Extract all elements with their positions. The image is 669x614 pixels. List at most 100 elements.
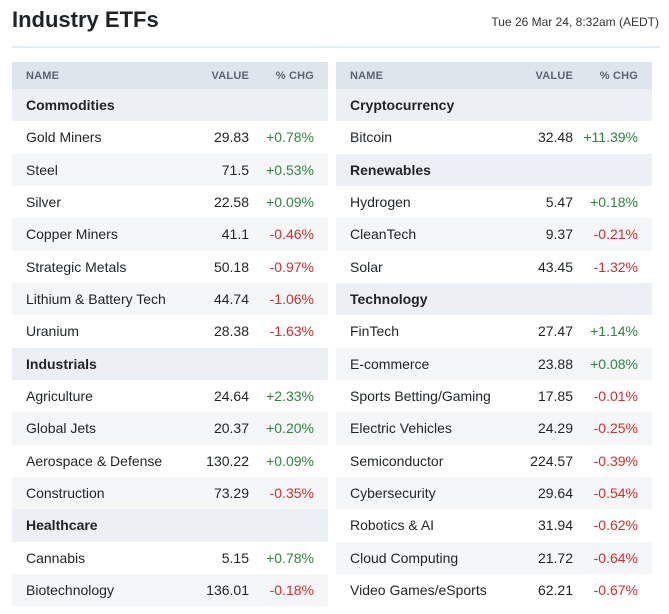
etf-value: 5.47 xyxy=(545,193,573,210)
etf-name[interactable]: Copper Miners xyxy=(26,226,118,243)
table-row[interactable]: Bitcoin 32.48 +11.39% xyxy=(336,121,652,153)
table-row[interactable]: Sports Betting/Gaming 17.85 -0.01% xyxy=(336,380,652,412)
table-row[interactable]: Gold Miners 29.83 +0.78% xyxy=(12,121,328,153)
category-row: Industrials xyxy=(12,347,328,380)
etf-name[interactable]: Strategic Metals xyxy=(26,258,127,275)
etf-value: 24.29 xyxy=(537,420,573,437)
table-row[interactable]: Agriculture 24.64 +2.33% xyxy=(12,380,328,412)
table-row[interactable]: Cannabis 5.15 +0.78% xyxy=(12,542,328,574)
etf-change: +0.09% xyxy=(266,452,314,469)
etf-name[interactable]: CleanTech xyxy=(350,226,417,243)
table-header: NAME VALUE % CHG xyxy=(336,62,652,89)
etf-value: 21.72 xyxy=(537,549,573,566)
etf-change: -0.46% xyxy=(269,226,314,243)
etf-name[interactable]: Cybersecurity xyxy=(350,484,436,501)
etf-name[interactable]: Uranium xyxy=(26,323,79,340)
etf-change: +0.78% xyxy=(266,129,314,146)
page-header: Industry ETFs Tue 26 Mar 24, 8:32am (AED… xyxy=(12,6,660,48)
category-label: Commodities xyxy=(26,97,115,113)
etf-value: 50.18 xyxy=(213,258,249,275)
table-row[interactable]: Biotechnology 136.01 -0.18% xyxy=(12,573,328,607)
etf-value: 29.64 xyxy=(537,484,573,501)
table-header: NAME VALUE % CHG xyxy=(12,62,328,89)
table-row[interactable]: Cloud Computing 21.72 -0.64% xyxy=(336,541,652,574)
etf-change: -0.25% xyxy=(593,420,638,437)
etf-name[interactable]: FinTech xyxy=(350,323,400,340)
etf-name[interactable]: Biotechnology xyxy=(26,581,114,598)
etf-name[interactable]: Silver xyxy=(26,193,62,210)
etf-change: -1.32% xyxy=(593,258,638,275)
etf-name[interactable]: Steel xyxy=(26,161,58,178)
etf-name[interactable]: Robotics & AI xyxy=(350,517,435,534)
etf-name[interactable]: Gold Miners xyxy=(26,129,102,146)
etf-value: 23.88 xyxy=(537,355,573,372)
etf-change: -1.06% xyxy=(269,290,314,307)
column-header-value[interactable]: VALUE xyxy=(535,70,573,82)
etf-change: +0.18% xyxy=(590,193,638,210)
etf-change: -0.35% xyxy=(269,484,314,501)
column-header-chg[interactable]: % CHG xyxy=(599,70,638,82)
column-header-chg[interactable]: % CHG xyxy=(275,70,314,82)
etf-value: 17.85 xyxy=(537,387,573,404)
table-row[interactable]: E-commerce 23.88 +0.08% xyxy=(336,347,652,380)
etf-name[interactable]: Cloud Computing xyxy=(350,549,459,566)
table-row[interactable]: Solar 43.45 -1.32% xyxy=(336,251,652,283)
etf-name[interactable]: Bitcoin xyxy=(350,129,393,146)
column-header-value[interactable]: VALUE xyxy=(211,70,249,82)
etf-name[interactable]: Sports Betting/Gaming xyxy=(350,387,491,404)
etf-name[interactable]: Semiconductor xyxy=(350,452,444,469)
etf-name[interactable]: Agriculture xyxy=(26,387,93,404)
etf-change: +0.09% xyxy=(266,193,314,210)
etf-change: -0.39% xyxy=(593,452,638,469)
table-body: Cryptocurrency Bitcoin 32.48 +11.39% Renewab… xyxy=(336,89,652,606)
page-title: Industry ETFs xyxy=(12,7,159,32)
etf-value: 29.83 xyxy=(213,129,249,146)
etf-name[interactable]: Solar xyxy=(350,258,383,275)
category-row: Renewables xyxy=(336,153,652,186)
table-row[interactable]: Construction 73.29 -0.35% xyxy=(12,476,328,510)
etf-name[interactable]: E-commerce xyxy=(350,355,430,372)
etf-name[interactable]: Cannabis xyxy=(26,549,86,566)
category-label: Renewables xyxy=(350,161,431,178)
table-row[interactable]: Robotics & AI 31.94 -0.62% xyxy=(336,509,652,541)
etf-value: 73.29 xyxy=(213,484,249,501)
category-row: Commodities xyxy=(12,89,328,122)
etf-value: 62.21 xyxy=(537,581,573,598)
etf-change: +11.39% xyxy=(583,129,638,146)
etf-name[interactable]: Hydrogen xyxy=(350,193,411,210)
etf-name[interactable]: Construction xyxy=(26,484,105,501)
table-row[interactable]: Hydrogen 5.47 +0.18% xyxy=(336,186,652,218)
table-row[interactable]: Lithium & Battery Tech 44.74 -1.06% xyxy=(12,282,328,316)
table-row[interactable]: Steel 71.5 +0.53% xyxy=(12,153,328,186)
etf-change: +0.20% xyxy=(266,420,314,437)
table-row[interactable]: Cybersecurity 29.64 -0.54% xyxy=(336,476,652,510)
table-row[interactable]: Electric Vehicles 24.29 -0.25% xyxy=(336,412,652,445)
table-row[interactable]: Aerospace & Defense 130.22 +0.09% xyxy=(12,445,328,477)
etf-name[interactable]: Video Games/eSports xyxy=(350,581,487,598)
table-row[interactable]: Uranium 28.38 -1.63% xyxy=(12,315,328,347)
table-row[interactable]: Semiconductor 224.57 -0.39% xyxy=(336,445,652,477)
etf-name[interactable]: Global Jets xyxy=(26,420,97,437)
table-row[interactable]: Copper Miners 41.1 -0.46% xyxy=(12,218,328,251)
table-row[interactable]: CleanTech 9.37 -0.21% xyxy=(336,218,652,251)
column-header-name[interactable]: NAME xyxy=(350,70,384,82)
etf-value: 32.48 xyxy=(537,129,573,146)
category-label: Technology xyxy=(350,290,428,307)
category-label: Cryptocurrency xyxy=(350,97,455,113)
etf-name[interactable]: Lithium & Battery Tech xyxy=(26,290,166,307)
table-row[interactable]: Silver 22.58 +0.09% xyxy=(12,186,328,218)
category-row: Healthcare xyxy=(12,509,328,542)
etf-value: 27.47 xyxy=(537,323,573,340)
column-header-name[interactable]: NAME xyxy=(26,70,60,82)
etf-change: -0.67% xyxy=(593,581,638,598)
table-row[interactable]: Global Jets 20.37 +0.20% xyxy=(12,412,328,445)
table-row[interactable]: FinTech 27.47 +1.14% xyxy=(336,315,652,347)
table-row[interactable]: Video Games/eSports 62.21 -0.67% xyxy=(336,574,652,606)
etf-value: 20.37 xyxy=(213,420,249,437)
etf-value: 130.22 xyxy=(206,452,249,469)
etf-change: -0.18% xyxy=(269,581,314,598)
table-row[interactable]: Strategic Metals 50.18 -0.97% xyxy=(12,251,328,283)
etf-name[interactable]: Electric Vehicles xyxy=(350,420,452,437)
etf-name[interactable]: Aerospace & Defense xyxy=(26,452,163,469)
category-row: Cryptocurrency xyxy=(336,89,652,122)
